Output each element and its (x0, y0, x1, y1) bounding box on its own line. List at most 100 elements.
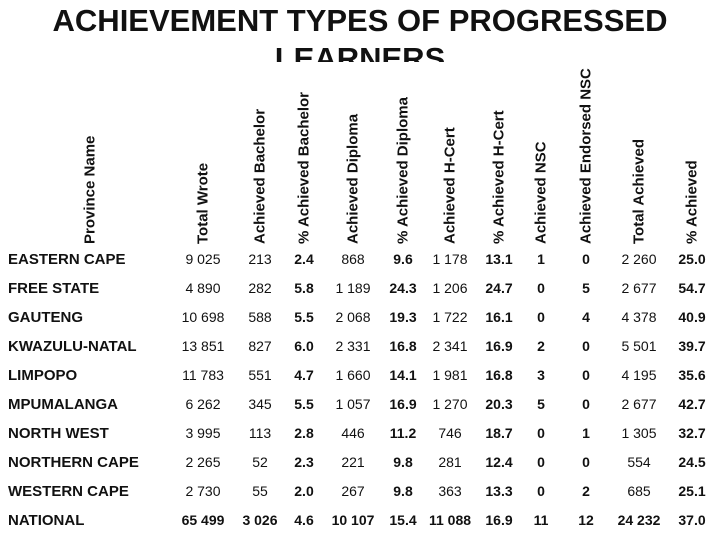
table-cell: 11 (533, 512, 549, 528)
table-cell: 1 (582, 425, 590, 441)
table-cell: 9.8 (393, 454, 413, 470)
table-cell: 1 057 (335, 396, 371, 412)
table-cell: 827 (248, 338, 272, 354)
province-name: FREE STATE (8, 280, 100, 297)
column-header: Achieved H-Cert (441, 127, 459, 244)
province-name: EASTERN CAPE (8, 251, 126, 268)
table-cell: 588 (248, 309, 272, 325)
table-cell: 1 206 (432, 280, 468, 296)
table-cell: 2 730 (185, 483, 221, 499)
table-cell: 868 (341, 251, 365, 267)
table-cell: 4 195 (621, 367, 657, 383)
table-cell: 0 (582, 338, 590, 354)
table-cell: 24 232 (617, 512, 661, 528)
table-cell: 11 088 (428, 512, 472, 528)
column-header: % Achieved (683, 160, 701, 244)
table-cell: 32.7 (678, 425, 706, 441)
table-cell: 1 178 (432, 251, 468, 267)
table-cell: 2.3 (294, 454, 314, 470)
table-cell: 6 262 (185, 396, 221, 412)
table-cell: 52 (252, 454, 268, 470)
table-cell: 24.3 (389, 280, 417, 296)
table-cell: 13.1 (485, 251, 513, 267)
province-name: GAUTENG (8, 309, 83, 326)
province-name: NORTHERN CAPE (8, 454, 139, 471)
table-cell: 113 (248, 425, 272, 441)
table-cell: 42.7 (678, 396, 706, 412)
table-cell: 685 (627, 483, 651, 499)
table-cell: 0 (537, 280, 545, 296)
table-cell: 345 (248, 396, 272, 412)
table-cell: 2.0 (294, 483, 314, 499)
province-name: LIMPOPO (8, 367, 78, 384)
table-cell: 39.7 (678, 338, 706, 354)
province-name: KWAZULU-NATAL (8, 338, 137, 355)
table-cell: 2 260 (621, 251, 657, 267)
table-cell: 3 026 (242, 512, 278, 528)
table-cell: 2 (537, 338, 545, 354)
province-name: WESTERN CAPE (8, 483, 129, 500)
table-cell: 37.0 (678, 512, 706, 528)
table-cell: 24.7 (485, 280, 513, 296)
table-cell: 40.9 (678, 309, 706, 325)
table-cell: 446 (341, 425, 365, 441)
table-cell: 14.1 (389, 367, 417, 383)
table-cell: 16.1 (485, 309, 513, 325)
column-header: Achieved Endorsed NSC (577, 68, 595, 244)
table-cell: 2 (582, 483, 590, 499)
table-cell: 16.9 (485, 338, 513, 354)
table-cell: 35.6 (678, 367, 706, 383)
table-cell: 4 378 (621, 309, 657, 325)
table-cell: 11 783 (182, 367, 224, 383)
table-cell: 0 (537, 425, 545, 441)
table-cell: 213 (248, 251, 272, 267)
table-cell: 16.9 (389, 396, 417, 412)
column-header: Province Name (81, 135, 99, 244)
table-cell: 13 851 (181, 338, 225, 354)
table-cell: 1 (537, 251, 545, 267)
table-cell: 2 677 (621, 396, 657, 412)
table-cell: 0 (582, 396, 590, 412)
province-name: NORTH WEST (8, 425, 109, 442)
table-cell: 4.6 (294, 512, 314, 528)
table-cell: 12.4 (485, 454, 513, 470)
table-cell: 1 722 (432, 309, 468, 325)
table-cell: 4 890 (185, 280, 221, 296)
table-cell: 363 (438, 483, 462, 499)
table-cell: 10 698 (181, 309, 225, 325)
table-cell: 554 (627, 454, 651, 470)
slide-title: ACHIEVEMENT TYPES OF PROGRESSED LEARNERS (52, 3, 668, 76)
table-cell: 13.3 (485, 483, 513, 499)
header-background (0, 62, 720, 248)
table-cell: 1 305 (621, 425, 657, 441)
table-cell: 55 (252, 483, 268, 499)
table-cell: 1 981 (432, 367, 468, 383)
column-header: Achieved Diploma (344, 113, 362, 244)
table-cell: 16.8 (485, 367, 513, 383)
table-cell: 0 (582, 367, 590, 383)
column-header: Total Wrote (194, 162, 212, 244)
table-cell: 1 270 (432, 396, 468, 412)
table-cell: 16.9 (485, 512, 513, 528)
table-cell: 2.8 (294, 425, 314, 441)
table-cell: 1 660 (335, 367, 371, 383)
column-header: % Achieved H-Cert (490, 110, 508, 244)
province-name: NATIONAL (8, 512, 85, 529)
column-header: Total Achieved (630, 138, 648, 244)
table-cell: 4 (582, 309, 590, 325)
table-cell: 3 (537, 367, 545, 383)
table-cell: 2.4 (294, 251, 314, 267)
table-cell: 3 995 (185, 425, 221, 441)
table-cell: 0 (582, 454, 590, 470)
table-cell: 551 (248, 367, 272, 383)
table-cell: 11.2 (389, 425, 417, 441)
table-cell: 2 677 (621, 280, 657, 296)
table-cell: 282 (248, 280, 272, 296)
table-cell: 5 (537, 396, 545, 412)
table-cell: 65 499 (181, 512, 225, 528)
table-cell: 10 107 (331, 512, 375, 528)
table-cell: 9.6 (393, 251, 413, 267)
table-cell: 5 (582, 280, 590, 296)
column-header: % Achieved Bachelor (295, 92, 313, 244)
table-cell: 18.7 (485, 425, 513, 441)
